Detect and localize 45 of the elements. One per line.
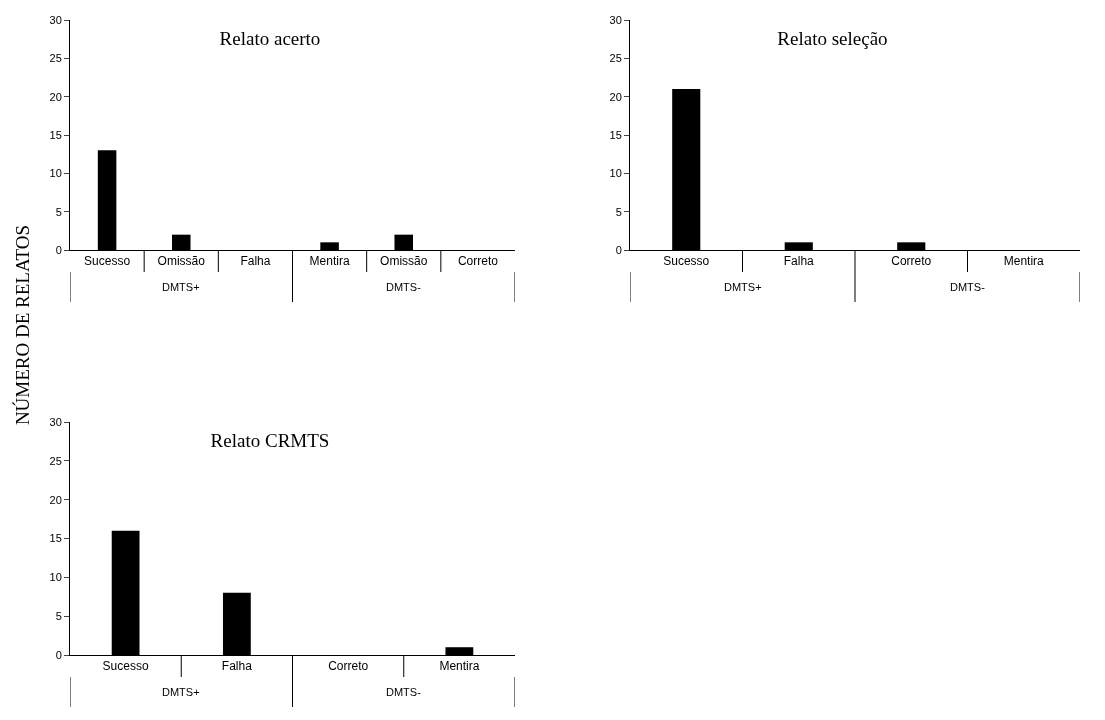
chart-title: Relato seleção	[777, 28, 888, 50]
y-tick-label: 10	[609, 167, 622, 180]
text: DMTS+	[724, 281, 762, 293]
x-tick-label: Mentira	[1003, 254, 1045, 269]
y-tick-label: 25	[49, 454, 62, 467]
text: DMTS+	[162, 686, 200, 698]
x-tick-label: Omissão	[380, 254, 428, 269]
y-axis-title: NÚMERO DE RELATOS	[12, 224, 35, 426]
x-tick-label: Sucesso	[84, 254, 131, 269]
y-tick-label: 30	[49, 13, 62, 26]
y-tick-label: 20	[49, 90, 62, 103]
y-tick-label: 5	[55, 205, 62, 218]
chart-title: Relato CRMTS	[210, 430, 330, 452]
y-tick-label: 0	[55, 243, 62, 256]
x-tick-label: Falha	[240, 254, 271, 269]
y-tick-label: 30	[609, 13, 622, 26]
text: DMTS-	[950, 281, 986, 293]
y-tick-label: 10	[49, 571, 62, 584]
x-tick-label: Sucesso	[102, 659, 149, 674]
y-tick-label: 15	[49, 128, 62, 141]
x-tick-label: Falha	[783, 254, 815, 269]
x-tick-label: Correto	[457, 254, 499, 269]
y-tick-label: 15	[49, 532, 62, 545]
y-tick-label: 5	[615, 205, 622, 218]
y-tick-label: 5	[55, 610, 62, 623]
y-tick-label: 30	[49, 415, 62, 428]
y-tick-label: 25	[609, 52, 622, 65]
x-tick-label: Correto	[891, 254, 932, 269]
x-tick-label: Falha	[221, 659, 253, 674]
y-tick-label: 0	[55, 648, 62, 661]
y-tick-label: 25	[49, 52, 62, 65]
chart-title: Relato acerto	[219, 28, 321, 50]
text: DMTS-	[386, 281, 422, 293]
y-tick-label: 20	[49, 493, 62, 506]
y-tick-label: 0	[615, 243, 622, 256]
x-tick-label: Correto	[328, 659, 369, 674]
x-tick-label: Omissão	[157, 254, 206, 269]
x-tick-label: Sucesso	[663, 254, 710, 269]
y-tick-label: 15	[609, 128, 622, 141]
text: DMTS-	[386, 686, 422, 698]
x-tick-label: Mentira	[309, 254, 350, 269]
x-tick-label: Mentira	[439, 659, 480, 674]
y-tick-label: 20	[609, 90, 622, 103]
y-tick-label: 10	[49, 167, 62, 180]
text: DMTS+	[162, 281, 200, 293]
